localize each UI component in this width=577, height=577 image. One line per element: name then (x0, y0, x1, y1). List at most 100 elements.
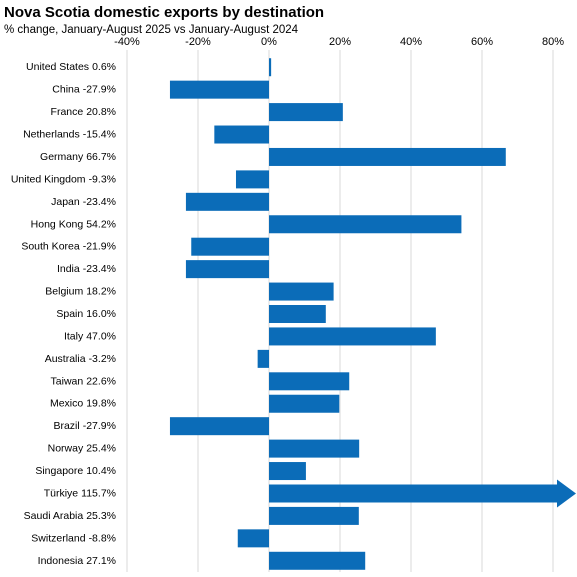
value-label: 20.8% (86, 106, 116, 118)
y-tick-label: Belgium 18.2% (45, 285, 116, 297)
category-name: Indonesia (38, 555, 84, 567)
value-label: 54.2% (86, 218, 116, 230)
bar (269, 305, 326, 323)
x-tick-label: 40% (400, 36, 422, 48)
category-name: India (57, 263, 80, 275)
x-tick-label: -20% (185, 36, 211, 48)
x-tick-label: -40% (114, 36, 140, 48)
bar (269, 215, 462, 234)
bar (269, 372, 350, 391)
category-name: South Korea (21, 240, 80, 252)
y-tick-label: United States 0.6% (26, 61, 116, 73)
y-tick-label: Saudi Arabia 25.3% (24, 510, 116, 522)
bar (235, 170, 269, 189)
y-tick-label: Germany 66.7% (40, 151, 116, 163)
value-label: 47.0% (86, 330, 116, 342)
x-tick-label: 0% (261, 36, 277, 48)
value-label: -21.9% (83, 240, 116, 252)
y-tick-label: Hong Kong 54.2% (31, 218, 116, 230)
category-name: Saudi Arabia (24, 510, 84, 522)
value-label: 10.4% (86, 465, 116, 477)
bar (214, 125, 269, 144)
category-name: France (51, 106, 84, 118)
value-label: 22.6% (86, 375, 116, 387)
category-name: Singapore (35, 465, 83, 477)
bar (257, 349, 269, 368)
y-tick-label: China -27.9% (52, 83, 116, 95)
category-name: Spain (56, 308, 83, 320)
bar (185, 192, 269, 211)
value-label: 27.1% (86, 555, 116, 567)
y-tick-label: Brazil -27.9% (53, 420, 116, 432)
value-label: 16.0% (86, 308, 116, 320)
category-name: Australia (45, 353, 86, 365)
value-label: -27.9% (83, 420, 116, 432)
category-name: Mexico (50, 398, 83, 410)
value-label: -15.4% (83, 128, 116, 140)
bar (269, 439, 360, 458)
y-tick-label: Spain 16.0% (56, 308, 116, 320)
category-name: Italy (64, 330, 84, 342)
x-tick-label: 60% (471, 36, 493, 48)
bar (169, 80, 269, 99)
bar (269, 551, 366, 570)
value-label: -27.9% (83, 83, 116, 95)
y-tick-label: Taiwan 22.6% (51, 375, 116, 387)
value-label: -23.4% (83, 196, 116, 208)
category-name: Norway (48, 442, 84, 454)
x-tick-label: 80% (542, 36, 564, 48)
bar (269, 58, 272, 77)
y-tick-label: Australia -3.2% (45, 353, 116, 365)
category-name: Belgium (45, 285, 83, 297)
category-name: United Kingdom (11, 173, 86, 185)
y-tick-label: Singapore 10.4% (35, 465, 116, 477)
category-name: Switzerland (31, 532, 85, 544)
value-label: 115.7% (81, 487, 116, 499)
y-tick-label: United Kingdom -9.3% (11, 173, 116, 185)
value-label: 0.6% (92, 61, 116, 73)
bar (169, 417, 269, 436)
category-name: Taiwan (51, 375, 84, 387)
category-name: China (52, 83, 80, 95)
value-label: 25.3% (86, 510, 116, 522)
category-name: United States (26, 61, 89, 73)
bar (269, 327, 436, 346)
bar (269, 462, 306, 481)
category-name: Brazil (53, 420, 79, 432)
y-tick-label: India -23.4% (57, 263, 116, 275)
category-name: Türkiye (44, 487, 79, 499)
bar (269, 282, 334, 301)
chart-subtitle: % change, January-August 2025 vs January… (4, 24, 299, 36)
bar (185, 260, 269, 279)
bar (269, 147, 506, 166)
y-tick-label: South Korea -21.9% (21, 240, 116, 252)
y-tick-label: Netherlands -15.4% (23, 128, 116, 140)
y-tick-label: Switzerland -8.8% (31, 532, 116, 544)
y-tick-label: Indonesia 27.1% (38, 555, 116, 567)
value-label: -23.4% (83, 263, 116, 275)
x-tick-label: 20% (329, 36, 351, 48)
chart-title: Nova Scotia domestic exports by destinat… (4, 4, 324, 21)
value-label: -8.8% (89, 532, 116, 544)
value-label: 66.7% (86, 151, 116, 163)
y-tick-label: Italy 47.0% (64, 330, 116, 342)
bar (269, 479, 576, 508)
y-tick-label: Türkiye 115.7% (44, 487, 116, 499)
bar (191, 237, 269, 256)
y-tick-label: Norway 25.4% (48, 442, 116, 454)
value-label: -9.3% (89, 173, 116, 185)
value-label: 19.8% (86, 398, 116, 410)
y-tick-label: Mexico 19.8% (50, 398, 116, 410)
bar (269, 103, 343, 122)
bar (237, 529, 269, 548)
category-name: Netherlands (23, 128, 80, 140)
y-tick-label: Japan -23.4% (51, 196, 116, 208)
category-name: Germany (40, 151, 84, 163)
y-tick-label: France 20.8% (51, 106, 116, 118)
value-label: 18.2% (86, 285, 116, 297)
bar (269, 506, 359, 525)
value-label: 25.4% (86, 442, 116, 454)
category-name: Hong Kong (31, 218, 84, 230)
bar (269, 394, 340, 413)
